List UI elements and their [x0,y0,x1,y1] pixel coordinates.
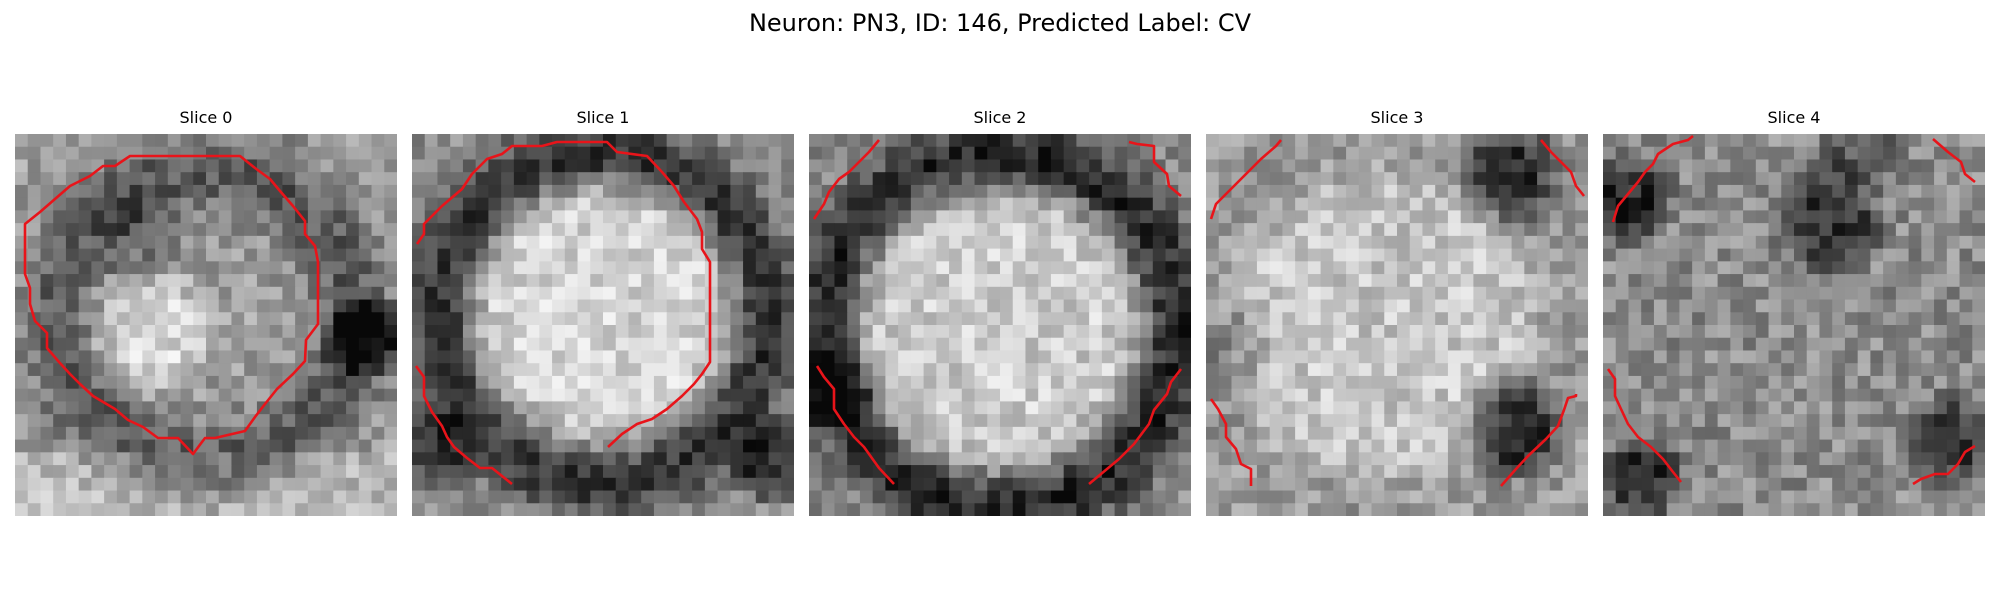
segmentation-contour [1932,138,1976,184]
segmentation-contour [815,365,895,485]
segmentation-contour [812,139,880,220]
slice-panel-1: Slice 1 [412,108,794,516]
slice-title: Slice 4 [1767,108,1821,127]
segmentation-contour [1209,398,1253,486]
slice-title: Slice 1 [576,108,630,127]
slice-image [1603,134,1985,516]
segmentation-contour [1500,394,1578,487]
segmentation-contour [23,154,320,456]
slice-title: Slice 2 [973,108,1027,127]
slice-panel-2: Slice 2 [809,108,1191,516]
segmentation-contour [1611,134,1694,223]
slice-image [412,134,794,516]
segmentation-contour [1128,140,1182,197]
segmentation-contour [1088,368,1183,485]
slice-panel-4: Slice 4 [1603,108,1985,516]
segmentation-contour [1606,368,1683,483]
slice-image [1206,134,1588,516]
segmentation-contour [1209,139,1282,220]
slice-panel-3: Slice 3 [1206,108,1588,516]
segmentation-contour [414,365,513,486]
segmentation-contour [415,140,712,448]
segmentation-contour [1540,139,1586,197]
slice-panel-0: Slice 0 [15,108,397,516]
figure-title: Neuron: PN3, ID: 146, Predicted Label: C… [748,9,1252,37]
segmentation-contour [1912,444,1976,486]
slice-image [809,134,1191,516]
slice-image [15,134,397,516]
slice-title: Slice 3 [1370,108,1424,127]
slice-title: Slice 0 [179,108,233,127]
